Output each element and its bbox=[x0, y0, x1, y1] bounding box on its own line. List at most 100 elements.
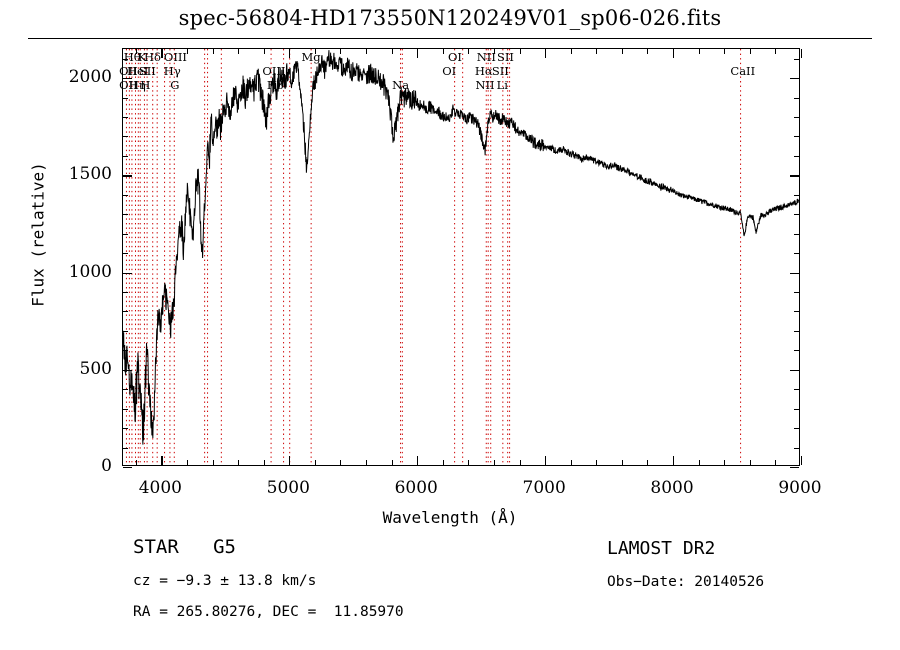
title-divider bbox=[28, 38, 872, 39]
line-label-lbl-HeI: HeI bbox=[127, 64, 149, 78]
y-tick-minor-right bbox=[794, 136, 799, 138]
x-tick-minor bbox=[596, 460, 598, 465]
y-tick-minor-right bbox=[794, 292, 799, 294]
y-tick-major-right bbox=[790, 175, 799, 177]
x-tick-minor-top bbox=[340, 49, 342, 54]
x-tick-minor bbox=[698, 460, 700, 465]
line-label-lbl-Hbeta: Hβ bbox=[266, 78, 284, 92]
y-tick-minor-right bbox=[794, 155, 799, 157]
x-tick-minor bbox=[391, 460, 393, 465]
x-tick-minor bbox=[570, 460, 572, 465]
x-tick-minor-top bbox=[570, 49, 572, 54]
object-type-text: STAR G5 bbox=[133, 536, 236, 558]
x-axis-title: Wavelength (Å) bbox=[382, 508, 518, 527]
line-label-lbl-OII-2: OII bbox=[119, 78, 138, 92]
x-tick-minor-top bbox=[621, 49, 623, 54]
y-tick-minor bbox=[123, 330, 128, 332]
y-tick-minor bbox=[123, 447, 128, 449]
x-tick-minor bbox=[314, 460, 316, 465]
y-tick-major bbox=[123, 369, 132, 371]
y-tick-minor bbox=[123, 408, 128, 410]
x-tick-minor bbox=[647, 460, 649, 465]
line-label-lbl-OIII-2: OIII bbox=[262, 64, 286, 78]
y-tick-minor-right bbox=[794, 97, 799, 99]
line-label-lbl-SII-1: SII bbox=[138, 64, 156, 78]
line-label-lbl-Mg: Mg bbox=[301, 50, 321, 64]
y-tick-minor-right bbox=[794, 58, 799, 60]
x-tick-minor-top bbox=[519, 49, 521, 54]
line-label-lbl-NII-top: NII bbox=[476, 50, 496, 64]
x-tick-major-top bbox=[161, 49, 163, 58]
y-tick-major-right bbox=[790, 272, 799, 274]
page-title: spec-56804-HD173550N120249V01_sp06-026.f… bbox=[178, 6, 722, 30]
x-tick-label: 9000 bbox=[778, 478, 822, 498]
x-tick-major bbox=[417, 456, 419, 465]
x-tick-minor-top bbox=[135, 49, 137, 54]
x-tick-minor-top bbox=[391, 49, 393, 54]
x-tick-major bbox=[673, 456, 675, 465]
line-label-lbl-G: G bbox=[170, 78, 180, 92]
x-tick-minor-top bbox=[749, 49, 751, 54]
x-tick-minor-top bbox=[775, 49, 777, 54]
x-tick-minor-top bbox=[212, 49, 214, 54]
y-tick-minor bbox=[123, 117, 128, 119]
y-tick-minor-right bbox=[794, 408, 799, 410]
x-tick-minor bbox=[468, 460, 470, 465]
y-tick-major-right bbox=[790, 78, 799, 80]
y-tick-minor bbox=[123, 194, 128, 196]
y-tick-minor-right bbox=[794, 253, 799, 255]
x-tick-major-top bbox=[801, 49, 803, 58]
x-tick-minor bbox=[493, 460, 495, 465]
x-tick-minor bbox=[442, 460, 444, 465]
x-tick-minor-top bbox=[468, 49, 470, 54]
line-label-lbl-Li: Li bbox=[496, 78, 508, 92]
x-tick-minor-top bbox=[698, 49, 700, 54]
y-tick-minor bbox=[123, 155, 128, 157]
x-tick-minor bbox=[263, 460, 265, 465]
x-tick-minor bbox=[340, 460, 342, 465]
line-label-lbl-Hgamma: Hγ bbox=[163, 64, 181, 78]
y-tick-minor-right bbox=[794, 330, 799, 332]
x-tick-minor-top bbox=[442, 49, 444, 54]
x-tick-major-top bbox=[673, 49, 675, 58]
line-label-lbl-CaII: CaII bbox=[730, 64, 756, 78]
x-tick-minor-top bbox=[238, 49, 240, 54]
x-tick-major bbox=[545, 456, 547, 465]
y-tick-minor-right bbox=[794, 194, 799, 196]
y-tick-minor-right bbox=[794, 389, 799, 391]
x-tick-minor bbox=[135, 460, 137, 465]
y-tick-label: 0 bbox=[101, 456, 112, 476]
x-tick-label: 6000 bbox=[394, 478, 438, 498]
y-tick-minor bbox=[123, 389, 128, 391]
coordinates-text: RA = 265.80276, DEC = 11.85970 bbox=[133, 604, 404, 620]
y-tick-major bbox=[123, 467, 132, 469]
line-label-lbl-OIII-top: OIII bbox=[163, 50, 187, 64]
line-label-lbl-SII-2: SII bbox=[491, 64, 509, 78]
x-tick-minor bbox=[186, 460, 188, 465]
x-tick-minor-top bbox=[647, 49, 649, 54]
x-tick-minor bbox=[621, 460, 623, 465]
x-tick-minor bbox=[775, 460, 777, 465]
line-label-lbl-H-2: H bbox=[140, 78, 151, 92]
x-tick-major bbox=[801, 456, 803, 465]
y-tick-major bbox=[123, 78, 132, 80]
x-tick-minor-top bbox=[596, 49, 598, 54]
x-tick-minor-top bbox=[263, 49, 265, 54]
x-tick-label: 5000 bbox=[266, 478, 310, 498]
y-tick-major-right bbox=[790, 369, 799, 371]
y-tick-minor-right bbox=[794, 350, 799, 352]
line-label-lbl-htheta: Hθ bbox=[123, 50, 141, 64]
plot-frame: Hθ K Hδ OIII Mg OI NII SII OII HeI SII Hγ OIII OI Hα SI… bbox=[119, 48, 803, 469]
y-tick-minor bbox=[123, 428, 128, 430]
x-tick-label: 7000 bbox=[522, 478, 566, 498]
line-label-lbl-SII-top: SII bbox=[497, 50, 514, 64]
x-tick-minor-top bbox=[493, 49, 495, 54]
x-tick-minor bbox=[366, 460, 368, 465]
y-tick-label: 1500 bbox=[68, 164, 112, 185]
x-tick-minor bbox=[749, 460, 751, 465]
x-tick-minor-top bbox=[724, 49, 726, 54]
x-tick-minor-top bbox=[186, 49, 188, 54]
y-tick-minor bbox=[123, 253, 128, 255]
y-tick-minor-right bbox=[794, 447, 799, 449]
y-tick-minor-right bbox=[794, 214, 799, 216]
